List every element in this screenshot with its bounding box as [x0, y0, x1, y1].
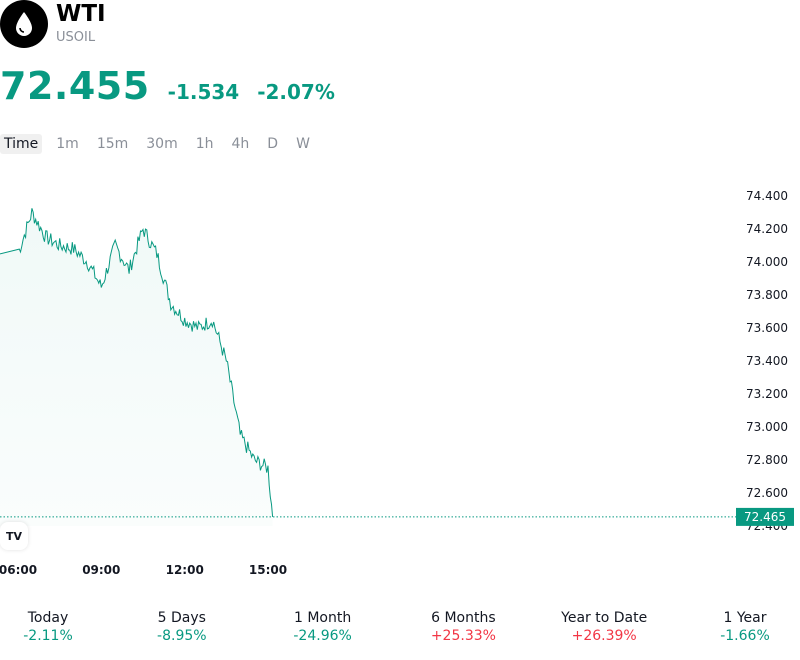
perf-6-months[interactable]: 6 Months +25.33%	[408, 610, 518, 650]
perf-1-month[interactable]: 1 Month -24.96%	[268, 610, 378, 650]
price-area	[0, 208, 273, 527]
price-chart[interactable]: 74.400 74.200 74.000 73.800 73.600 73.400 73.2…	[0, 170, 800, 590]
perf-today[interactable]: Today -2.11%	[0, 610, 96, 650]
perf-value: +26.39%	[571, 628, 637, 644]
perf-1-year[interactable]: 1 Year -1.66%	[690, 610, 800, 650]
last-price-badge	[736, 507, 794, 526]
perf-5-days[interactable]: 5 Days -8.95%	[127, 610, 237, 650]
y-tick-label: 72.600	[746, 486, 788, 500]
tab-time[interactable]: Time	[0, 134, 43, 154]
tab-30m[interactable]: 30m	[146, 136, 178, 152]
perf-label: 6 Months	[431, 610, 496, 626]
perf-label: 5 Days	[157, 610, 206, 626]
perf-value: -8.95%	[157, 628, 207, 644]
x-tick-label: 09:00	[82, 563, 120, 577]
symbol-name: WTI	[56, 1, 106, 27]
symbol-logo	[0, 0, 48, 48]
y-tick-label: 74.200	[746, 222, 788, 236]
perf-value: -1.66%	[720, 628, 770, 644]
y-tick-label: 74.400	[746, 189, 788, 203]
y-tick-label: 73.000	[746, 420, 788, 434]
tradingview-logo[interactable]: TV	[0, 522, 28, 550]
tab-4h[interactable]: 4h	[231, 136, 250, 152]
oil-drop-icon	[16, 12, 32, 36]
perf-label: Today	[27, 610, 69, 626]
timeframe-bar: Time 1m 15m 30m 1h 4h D W	[0, 132, 324, 156]
y-tick-label: 72.800	[746, 453, 788, 467]
tab-w[interactable]: W	[296, 136, 310, 152]
last-price-badge-label: 72.465	[744, 510, 786, 524]
y-tick-label: 74.000	[746, 255, 788, 269]
x-tick-label: 06:00	[0, 563, 37, 577]
last-price: 72.455	[0, 64, 150, 108]
y-tick-label: 73.800	[746, 288, 788, 302]
ticker-name: USOIL	[56, 30, 96, 45]
perf-year-to-date[interactable]: Year to Date +26.39%	[549, 610, 659, 650]
perf-value: -2.11%	[23, 628, 73, 644]
price-change: -1.534	[167, 80, 240, 104]
price-row: 72.455 -1.534 -2.07%	[0, 64, 335, 108]
price-change-percent: -2.07%	[257, 80, 335, 104]
perf-value: -24.96%	[293, 628, 352, 644]
y-tick-label: 73.600	[746, 321, 788, 335]
tab-1h[interactable]: 1h	[195, 136, 214, 152]
x-tick-label: 12:00	[166, 563, 204, 577]
y-tick-label: 73.400	[746, 354, 788, 368]
perf-label: 1 Month	[293, 610, 352, 626]
perf-label: 1 Year	[723, 610, 767, 626]
tab-15m[interactable]: 15m	[96, 136, 129, 152]
price-chart-svg[interactable]: 74.400 74.200 74.000 73.800 73.600 73.400 73.2…	[0, 170, 800, 590]
price-line	[0, 208, 274, 517]
y-tick-label: 73.200	[746, 387, 788, 401]
tab-d[interactable]: D	[267, 136, 279, 152]
perf-value: +25.33%	[430, 628, 496, 644]
performance-bar: Today -2.11% 5 Days -8.95% 1 Month -24.9…	[0, 610, 800, 650]
tab-1m[interactable]: 1m	[56, 136, 79, 152]
x-tick-label: 15:00	[249, 563, 287, 577]
perf-label: Year to Date	[561, 610, 648, 626]
